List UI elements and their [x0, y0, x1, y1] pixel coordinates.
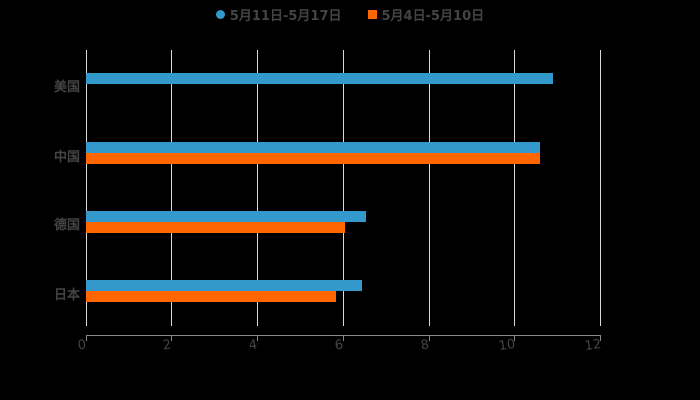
category-label: 中国: [53, 150, 80, 165]
bar-china-series2[interactable]: [86, 153, 540, 164]
x-tick: [86, 335, 87, 341]
gridline: [257, 50, 258, 326]
gridline: [171, 50, 172, 326]
legend-item-series2[interactable]: 5月4日-5月10日: [367, 4, 485, 24]
x-tick-label: 12: [583, 336, 603, 355]
gridline: [86, 50, 87, 326]
bar-germany-series1[interactable]: [86, 211, 366, 222]
x-tick-label: 10: [497, 336, 517, 355]
x-tick: [429, 335, 430, 341]
legend-item-series1[interactable]: 5月11日-5月17日: [215, 4, 342, 24]
bar-usa-series1[interactable]: [86, 73, 553, 84]
bar-germany-series2[interactable]: [86, 222, 345, 233]
legend-circle-icon: [215, 9, 225, 19]
bar-japan-series1[interactable]: [86, 280, 362, 291]
category-label: 美国: [53, 80, 80, 95]
x-tick: [257, 335, 258, 341]
bar-china-series1[interactable]: [86, 142, 540, 153]
gridline: [343, 50, 344, 326]
legend-label: 5月11日-5月17日: [229, 8, 342, 24]
x-tick: [171, 335, 172, 341]
x-tick: [600, 335, 601, 341]
gridline: [600, 50, 601, 326]
x-tick: [343, 335, 344, 341]
gridline: [514, 50, 515, 326]
legend-label: 5月4日-5月10日: [381, 8, 485, 24]
category-label: 德国: [53, 218, 80, 233]
chart-legend: 5月11日-5月17日 5月4日-5月10日: [0, 4, 700, 24]
category-label: 日本: [53, 288, 80, 303]
x-tick: [514, 335, 515, 341]
legend-square-icon: [367, 9, 377, 19]
bar-japan-series2[interactable]: [86, 291, 336, 302]
gridline: [429, 50, 430, 326]
